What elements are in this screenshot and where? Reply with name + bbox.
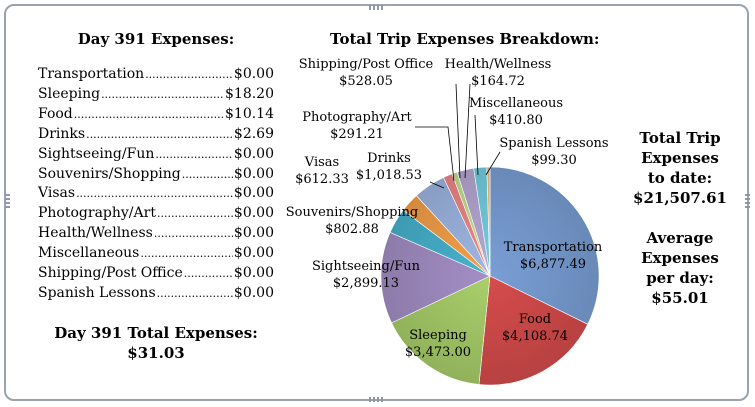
expense-label: Health/Wellness bbox=[38, 225, 153, 242]
expense-label: Sightseeing/Fun bbox=[38, 145, 155, 162]
leader-line bbox=[464, 83, 471, 179]
expense-row: Sleeping................................… bbox=[38, 86, 274, 106]
expense-row: Transportation..........................… bbox=[38, 66, 274, 86]
slice-label: Sleeping $3,473.00 bbox=[405, 328, 471, 360]
leader-line bbox=[429, 181, 445, 189]
chart-frame bbox=[4, 4, 749, 401]
dot-leader: ........................................… bbox=[86, 127, 233, 141]
expense-label: Photography/Art bbox=[38, 205, 156, 222]
expense-value: $0.00 bbox=[233, 165, 274, 182]
day-expenses-title: Day 391 Expenses: bbox=[77, 30, 235, 48]
expense-value: $0.00 bbox=[233, 185, 274, 202]
expense-value: $0.00 bbox=[233, 145, 274, 162]
expense-label: Visas bbox=[38, 185, 76, 202]
slice-label: Drinks $1,018.53 bbox=[356, 151, 422, 183]
pie-slice-spanish-lessons bbox=[486, 166, 491, 277]
slice-label: Food $4,108.74 bbox=[502, 312, 568, 344]
expense-value: $0.00 bbox=[233, 265, 274, 281]
expense-value: $0.00 bbox=[233, 245, 274, 262]
slice-label: Photography/Art $291.21 bbox=[302, 110, 412, 142]
slice-label: Visas $612.33 bbox=[295, 155, 349, 187]
day-total-label: Day 391 Total Expenses: bbox=[54, 324, 258, 342]
dot-leader: ........................................… bbox=[101, 87, 224, 101]
dot-leader: ........................................… bbox=[155, 147, 233, 161]
slice-label: Miscellaneous $410.80 bbox=[469, 96, 563, 128]
dot-leader: ........................................… bbox=[73, 107, 224, 121]
dot-leader: ........................................… bbox=[156, 207, 233, 221]
left-resize-handle[interactable] bbox=[5, 194, 10, 210]
expense-label: Sleeping bbox=[38, 85, 101, 102]
pie-chart-title: Total Trip Expenses Breakdown: bbox=[330, 30, 600, 48]
expense-label: Miscellaneous bbox=[38, 245, 140, 262]
expense-value: $0.00 bbox=[233, 284, 274, 301]
expense-label: Shipping/Post Office bbox=[38, 265, 183, 281]
bottom-resize-handle[interactable] bbox=[369, 397, 385, 402]
average-line: $55.01 bbox=[651, 289, 709, 307]
average-per-day-stat: Average Expenses per day: $55.01 bbox=[605, 228, 755, 308]
slice-label: Spanish Lessons $99.30 bbox=[499, 136, 608, 168]
leader-line bbox=[474, 114, 479, 176]
pie-slice-transportation bbox=[489, 166, 600, 325]
expense-row: Visas...................................… bbox=[38, 185, 274, 205]
top-resize-handle[interactable] bbox=[369, 5, 385, 10]
dot-leader: ........................................… bbox=[76, 187, 233, 201]
slice-label: Souvenirs/Shopping $802.88 bbox=[286, 205, 419, 237]
expense-label: Transportation bbox=[38, 66, 145, 82]
pie-slice-sleeping bbox=[391, 275, 491, 385]
leader-line bbox=[485, 151, 501, 176]
dot-leader: ........................................… bbox=[156, 286, 233, 300]
slice-label: Sightseeing/Fun $2,899.13 bbox=[312, 259, 421, 291]
trip-total-stat: Total Trip Expenses to date: $21,507.61 bbox=[605, 128, 755, 208]
day-total-value: $31.03 bbox=[127, 344, 185, 362]
expense-row: Sightseeing/Fun.........................… bbox=[38, 146, 274, 166]
expense-label: Food bbox=[38, 105, 73, 122]
dot-leader: ........................................… bbox=[183, 267, 233, 280]
pie-slice-sightseeing-fun bbox=[380, 232, 491, 324]
trip-total-line: Expenses bbox=[641, 149, 719, 167]
average-line: Expenses bbox=[641, 249, 719, 267]
expense-row: Food....................................… bbox=[38, 106, 274, 126]
average-line: Average bbox=[646, 229, 714, 247]
expense-value: $0.00 bbox=[233, 66, 274, 82]
slice-label: Shipping/Post Office $528.05 bbox=[299, 57, 434, 89]
slice-label: Health/Wellness $164.72 bbox=[445, 57, 552, 89]
expense-row: Shipping/Post Office....................… bbox=[38, 265, 274, 285]
trip-total-line: $21,507.61 bbox=[633, 189, 727, 207]
day-total: Day 391 Total Expenses: $31.03 bbox=[0, 323, 312, 363]
average-line: per day: bbox=[646, 269, 714, 287]
trip-total-line: to date: bbox=[647, 169, 713, 187]
leader-line bbox=[415, 126, 455, 182]
right-resize-handle[interactable] bbox=[745, 194, 750, 210]
trip-total-line: Total Trip bbox=[639, 129, 721, 147]
expense-row: Health/Wellness.........................… bbox=[38, 225, 274, 245]
expense-row: Souvenirs/Shopping......................… bbox=[38, 166, 274, 186]
leader-line bbox=[455, 83, 461, 179]
expense-label: Souvenirs/Shopping bbox=[38, 165, 181, 182]
expense-row: Miscellaneous...........................… bbox=[38, 245, 274, 265]
slice-label: Transportation $6,877.49 bbox=[504, 240, 603, 272]
expense-row: Drinks..................................… bbox=[38, 126, 274, 146]
dot-leader: ........................................… bbox=[153, 227, 233, 241]
dot-leader: ........................................… bbox=[181, 167, 233, 181]
expense-label: Spanish Lessons bbox=[38, 284, 156, 301]
daily-expenses-panel: Day 391 Expenses: Transportation........… bbox=[0, 0, 300, 400]
expense-value: $10.14 bbox=[225, 105, 274, 122]
expense-value: $18.20 bbox=[225, 85, 274, 102]
expense-value: $0.00 bbox=[233, 225, 274, 242]
expense-label: Drinks bbox=[38, 125, 86, 142]
expense-row: Spanish Lessons.........................… bbox=[38, 285, 274, 305]
dot-leader: ........................................… bbox=[145, 68, 233, 81]
expense-value: $0.00 bbox=[233, 205, 274, 222]
expense-value: $2.69 bbox=[233, 125, 274, 142]
pie-slice-food bbox=[478, 275, 589, 386]
dot-leader: ........................................… bbox=[140, 247, 233, 261]
expense-row: Photography/Art.........................… bbox=[38, 205, 274, 225]
